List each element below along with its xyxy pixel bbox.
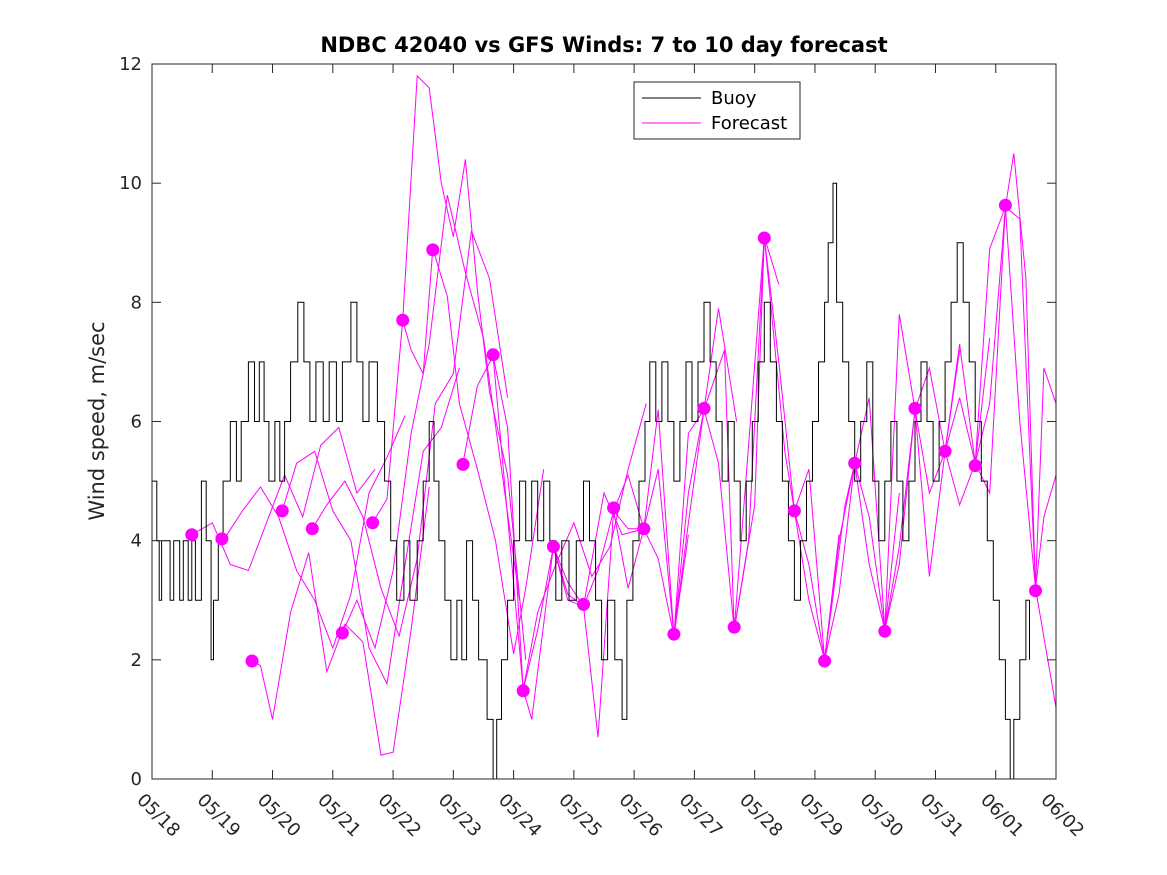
y-tick-label: 8	[131, 292, 142, 313]
forecast-marker	[697, 401, 711, 415]
forecast-line	[341, 194, 521, 650]
buoy-line	[152, 182, 1030, 779]
y-tick-label: 6	[131, 412, 142, 433]
forecast-line	[372, 74, 527, 660]
y-tick-label: 10	[119, 173, 142, 194]
y-tick-label: 4	[131, 531, 142, 552]
forecast-line	[944, 153, 1056, 589]
legend-box	[633, 81, 801, 140]
forecast-marker	[486, 348, 500, 362]
forecast-line	[222, 415, 406, 650]
chart-title: NDBC 42040 vs GFS Winds: 7 to 10 day for…	[320, 33, 887, 57]
y-tick-label: 2	[131, 650, 142, 671]
forecast-marker	[546, 540, 560, 554]
series-layer	[152, 74, 1056, 779]
y-axis: 0 2 4 6 8 10 12	[119, 54, 1056, 790]
legend-buoy-label: Buoy	[711, 88, 757, 109]
forecast-line	[884, 206, 1056, 708]
forecast-marker	[1029, 584, 1042, 598]
forecast-line	[974, 205, 1056, 589]
legend: Buoy Forecast	[633, 81, 801, 140]
forecast-line	[492, 355, 644, 690]
forecast-marker	[275, 504, 289, 518]
forecast-marker	[516, 684, 530, 698]
forecast-line	[673, 236, 840, 660]
forecast-marker	[848, 456, 862, 470]
y-tick-label: 0	[131, 769, 142, 790]
forecast-line	[311, 230, 509, 638]
forecast-marker	[335, 626, 349, 640]
forecast-marker	[396, 313, 410, 327]
forecast-marker	[607, 501, 621, 515]
forecast-marker	[305, 522, 319, 536]
forecast-line	[462, 354, 647, 690]
forecast-line	[613, 236, 780, 637]
forecast-marker	[426, 243, 440, 257]
legend-forecast-label: Forecast	[711, 113, 787, 134]
forecast-marker	[878, 624, 892, 638]
forecast-marker	[998, 198, 1012, 212]
forecast-line	[793, 314, 961, 660]
forecast-line	[824, 338, 991, 660]
forecast-marker	[727, 620, 741, 634]
forecast-marker	[938, 444, 952, 458]
forecast-marker	[667, 627, 681, 641]
forecast-marker	[456, 457, 470, 471]
forecast-marker	[787, 504, 801, 518]
forecast-line	[522, 473, 689, 738]
forecast-line	[251, 486, 430, 756]
forecast-line	[733, 236, 900, 660]
forecast-marker	[908, 401, 922, 415]
marker-layer	[185, 198, 1042, 698]
forecast-marker	[245, 654, 259, 668]
forecast-marker	[637, 522, 651, 536]
forecast-marker	[185, 528, 199, 542]
forecast-marker	[366, 516, 380, 530]
forecast-marker	[577, 597, 590, 611]
forecast-marker	[215, 532, 229, 546]
forecast-marker	[968, 459, 982, 473]
forecast-marker	[818, 654, 832, 668]
forecast-marker	[757, 231, 771, 245]
y-axis-label: Wind speed, m/sec	[85, 321, 109, 520]
y-tick-label: 12	[119, 54, 142, 75]
